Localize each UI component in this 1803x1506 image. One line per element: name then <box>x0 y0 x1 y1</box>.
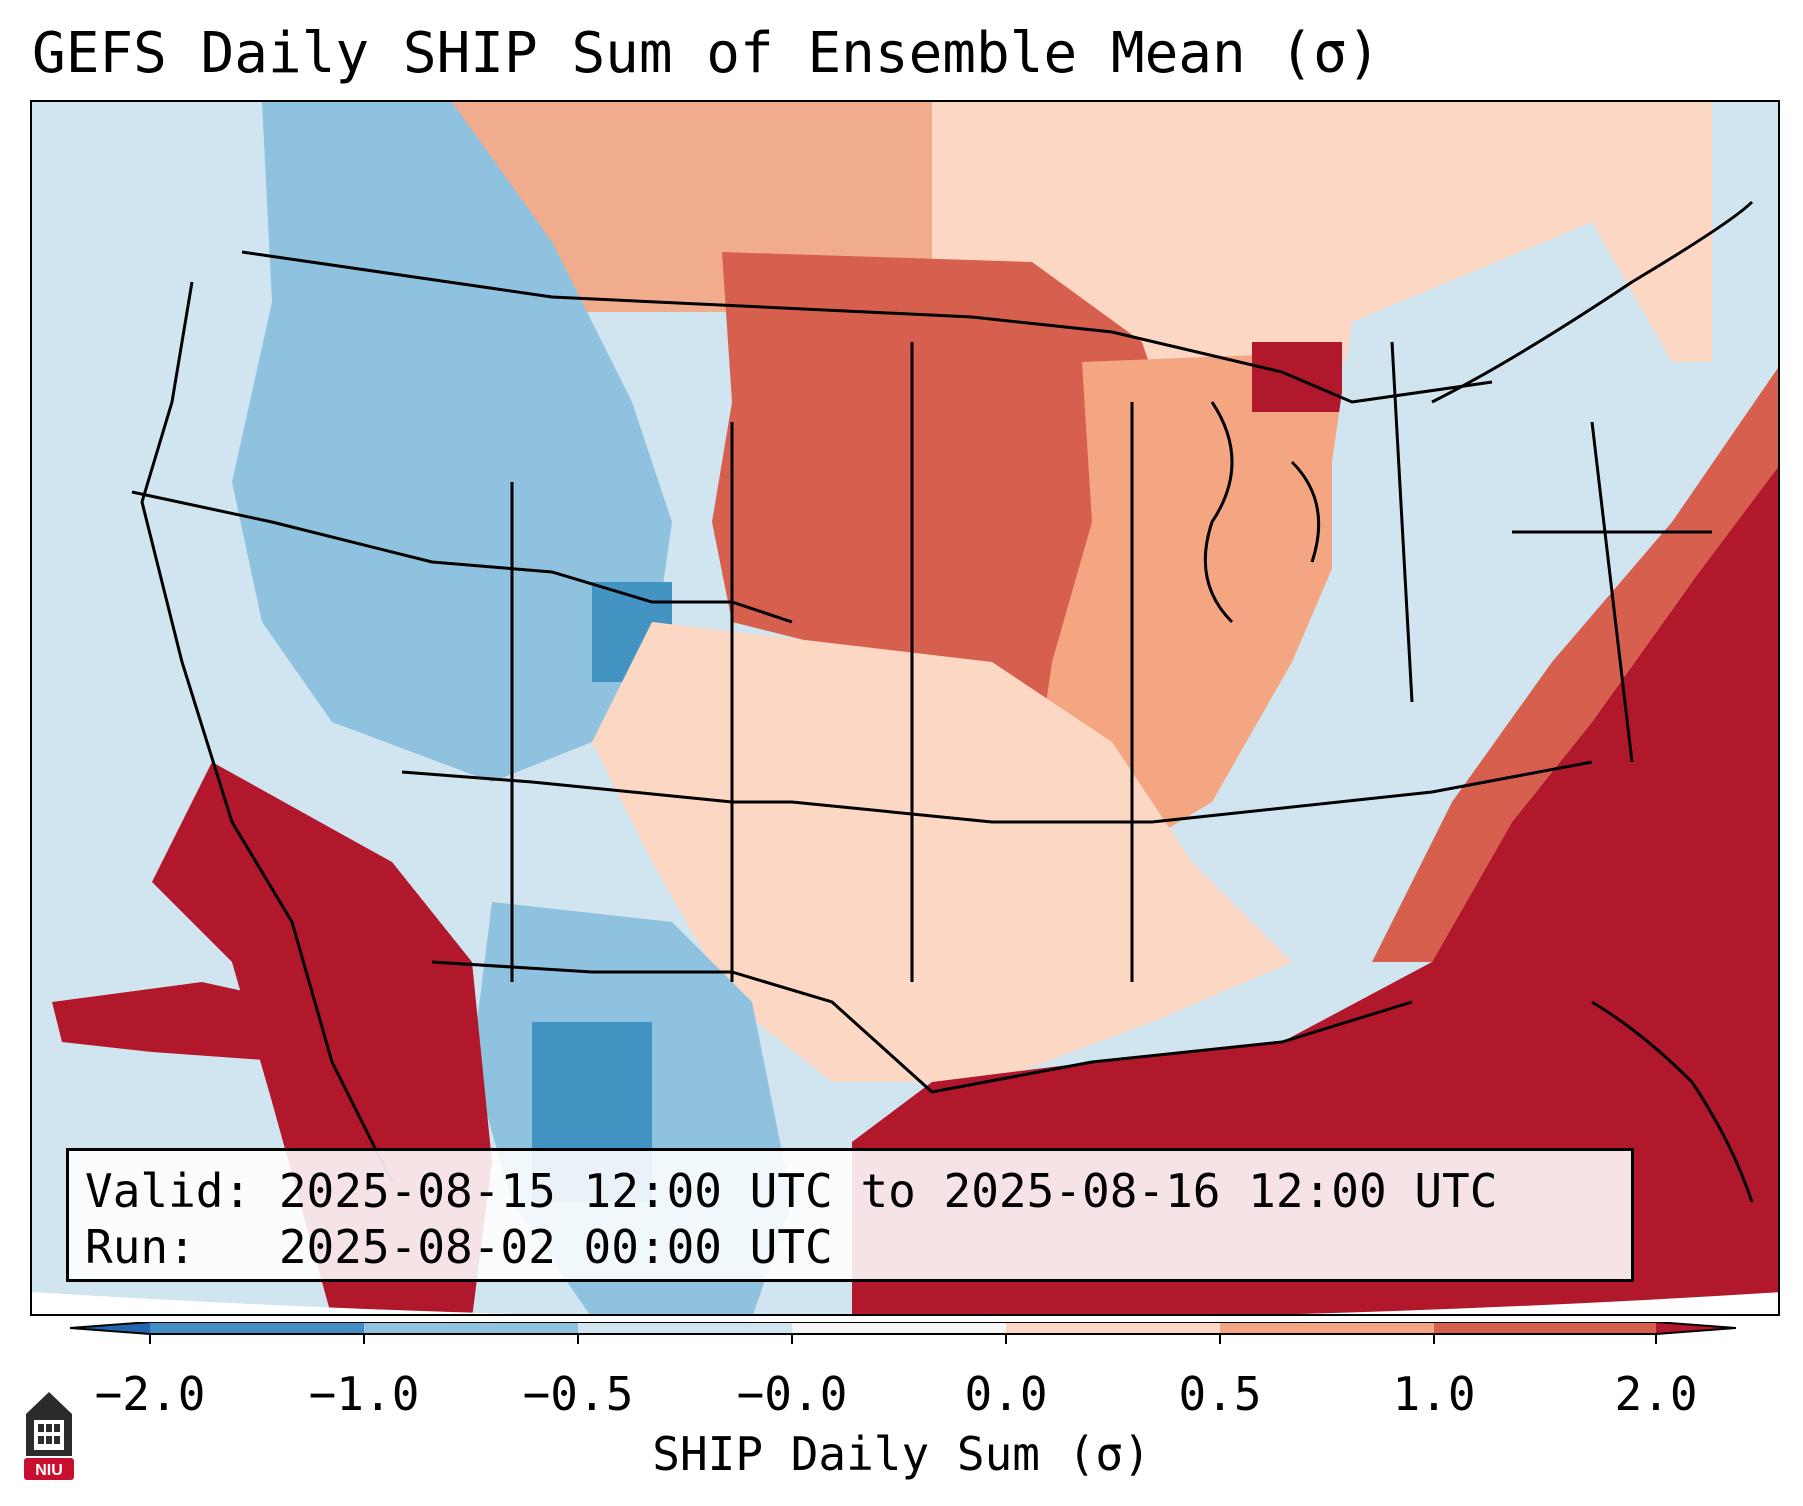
colorbar-tick-label: −0.5 <box>522 1367 634 1421</box>
map-panel[interactable] <box>30 100 1780 1316</box>
colorbar-tick-label: 2.0 <box>1614 1367 1698 1421</box>
colorbar-tick-label: −2.0 <box>94 1367 206 1421</box>
colorbar-seg-5 <box>1006 1322 1220 1334</box>
colorbar-label: SHIP Daily Sum (σ) <box>652 1427 1151 1481</box>
colorbar-tick-label: 0.0 <box>964 1367 1048 1421</box>
colorbar-seg-2 <box>364 1322 578 1334</box>
colorbar-seg-1 <box>150 1322 364 1334</box>
valid-time-text: Valid: 2025-08-15 12:00 UTC to 2025-08-1… <box>85 1164 1498 1218</box>
midwest-region <box>1032 352 1352 862</box>
chart-title: GEFS Daily SHIP Sum of Ensemble Mean (σ) <box>32 21 1381 86</box>
colorbar-seg-6 <box>1220 1322 1434 1334</box>
boundary-lines <box>131 200 1754 1203</box>
colorbar-tick-label: 0.5 <box>1178 1367 1262 1421</box>
run-time-text: Run: 2025-08-02 00:00 UTC <box>85 1220 833 1274</box>
atlantic-transition <box>1372 362 1778 962</box>
northeast-region <box>1332 222 1672 682</box>
colorbar <box>70 1322 1736 1358</box>
colorbar-under-arrow <box>70 1322 150 1334</box>
colorbar-over-arrow <box>1656 1322 1736 1334</box>
pacific-red-streak <box>52 982 292 1062</box>
validity-info-box: Valid: 2025-08-15 12:00 UTC to 2025-08-1… <box>66 1148 1634 1282</box>
colorbar-tick-label: 1.0 <box>1392 1367 1476 1421</box>
colorbar-seg-4 <box>792 1322 1006 1334</box>
colorbar-seg-7 <box>1434 1322 1656 1334</box>
logo-text: NIU <box>35 1462 63 1479</box>
colorbar-graphic <box>70 1322 1736 1344</box>
colorbar-tick-label: −0.0 <box>736 1367 848 1421</box>
colorbar-seg-3 <box>578 1322 792 1334</box>
atlantic-gulf-region <box>852 442 1778 1314</box>
colorbar-tick-label: −1.0 <box>308 1367 420 1421</box>
niu-logo: NIU <box>20 1390 78 1482</box>
anomaly-map <box>32 102 1778 1314</box>
west-interior-region <box>232 102 672 782</box>
southern-plains-region <box>592 622 1292 1082</box>
niu-tower-icon: NIU <box>24 1392 74 1480</box>
